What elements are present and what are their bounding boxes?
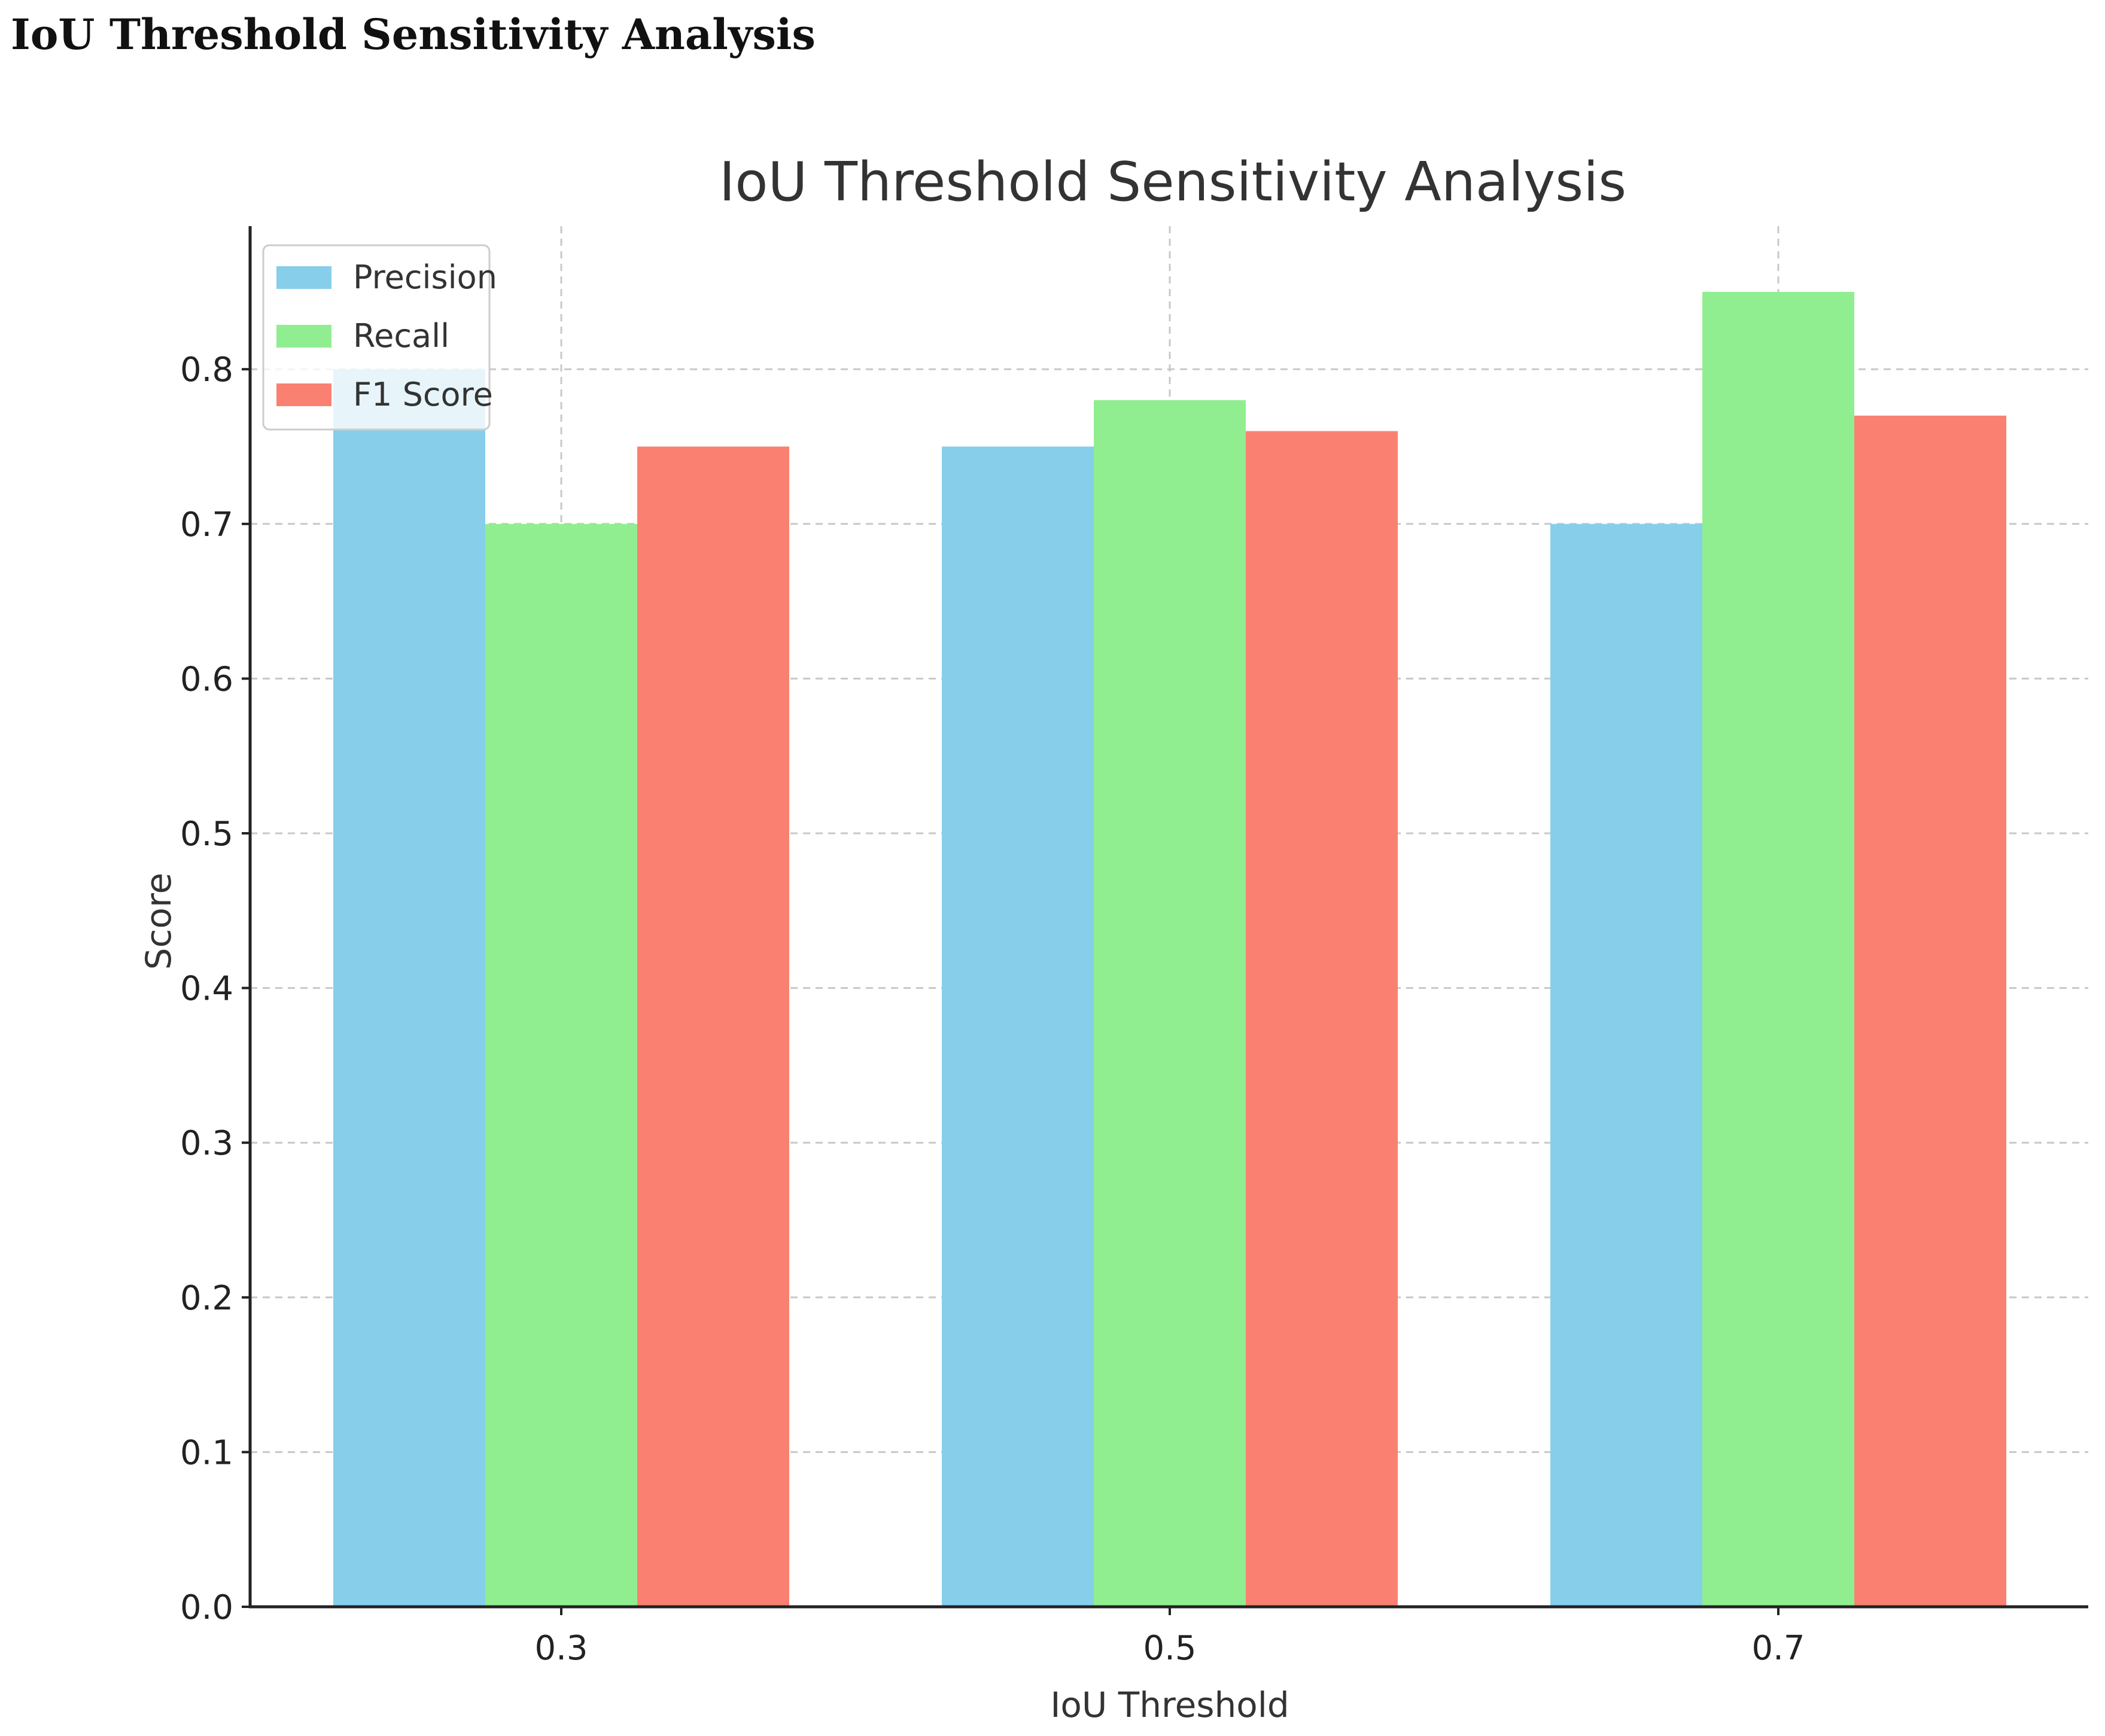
legend-label: F1 Score (353, 376, 493, 413)
legend-label: Recall (353, 317, 449, 355)
x-tick-label: 0.3 (534, 1629, 588, 1668)
legend-swatch (276, 325, 331, 348)
y-tick-label: 0.5 (180, 815, 233, 854)
legend-label: Precision (353, 258, 497, 296)
y-tick-label: 0.7 (180, 505, 233, 544)
y-tick-label: 0.1 (180, 1433, 233, 1472)
bar-recall (1094, 400, 1246, 1607)
y-tick-label: 0.0 (180, 1588, 233, 1627)
chart-title: IoU Threshold Sensitivity Analysis (719, 151, 1626, 214)
bar-recall (485, 523, 637, 1607)
legend-swatch (276, 266, 331, 289)
bar-f1-score (637, 446, 789, 1607)
x-axis-label: IoU Threshold (1050, 1685, 1289, 1725)
legend-swatch (276, 383, 331, 406)
x-tick-label: 0.7 (1751, 1629, 1805, 1668)
bar-f1-score (1246, 431, 1398, 1607)
legend: Precision Recall F1 Score (262, 244, 497, 431)
ticks-layer: 0.0 0.1 0.2 0.3 0.4 0.5 0.6 0.7 0.8 0.3 0.5 0.7 (180, 351, 1805, 1668)
bars-layer (333, 291, 2006, 1607)
y-tick-label: 0.3 (180, 1124, 233, 1163)
bar-precision (333, 369, 485, 1607)
y-tick-label: 0.4 (180, 970, 233, 1009)
y-axis-label: Score (138, 873, 179, 970)
bar-precision (942, 446, 1094, 1607)
bar-precision (1550, 523, 1702, 1607)
x-tick-label: 0.5 (1143, 1629, 1196, 1668)
y-tick-label: 0.8 (180, 351, 233, 389)
y-tick-label: 0.2 (180, 1279, 233, 1318)
y-tick-label: 0.6 (180, 660, 233, 699)
bar-recall (1702, 291, 1854, 1607)
bar-f1-score (1854, 415, 2006, 1607)
page-heading: IoU Threshold Sensitivity Analysis (11, 10, 816, 59)
